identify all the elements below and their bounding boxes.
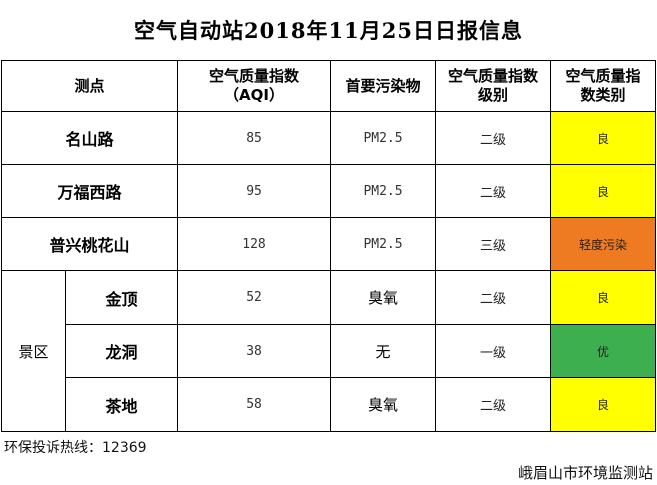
header-row: 测点 空气质量指数 （AQI） 首要污染物 空气质量指数 级别 空气质量指 数类…: [0, 60, 657, 112]
aqi-category: 轻度污染: [550, 217, 657, 271]
primary-pollutant: PM2.5: [330, 217, 437, 271]
header-pollutant: 首要污染物: [330, 60, 437, 112]
air-quality-table: 测点 空气质量指数 （AQI） 首要污染物 空气质量指数 级别 空气质量指 数类…: [0, 60, 657, 432]
site-name: 茶地: [64, 377, 179, 432]
table-row: 茶地 58 臭氧 二级 良: [2, 377, 657, 432]
table-row: 龙洞 38 无 一级 优: [2, 324, 657, 378]
aqi-grade: 一级: [435, 324, 552, 378]
aqi-value: 38: [177, 324, 332, 378]
aqi-value: 128: [177, 217, 332, 271]
aqi-category: 良: [550, 270, 657, 325]
header-category-line1: 空气质量指: [565, 67, 641, 85]
table-row: 名山路 85 PM2.5 二级 良: [0, 111, 657, 165]
header-grade: 空气质量指数 级别: [435, 60, 552, 112]
header-category: 空气质量指 数类别: [550, 60, 657, 112]
primary-pollutant: 无: [330, 324, 437, 378]
primary-pollutant: PM2.5: [330, 164, 437, 218]
primary-pollutant: PM2.5: [330, 111, 437, 165]
organization-name: 峨眉山市环境监测站: [517, 464, 653, 482]
aqi-grade: 三级: [435, 217, 552, 271]
header-aqi-line2: （AQI）: [224, 86, 284, 104]
header-aqi: 空气质量指数 （AQI）: [177, 60, 332, 112]
site-name: 万福西路: [0, 164, 179, 218]
aqi-value: 95: [177, 164, 332, 218]
header-site: 测点: [0, 60, 179, 112]
page-title: 空气自动站2018年11月25日日报信息: [134, 18, 523, 43]
site-name: 龙洞: [64, 324, 179, 378]
table-row: 景区 金顶 52 臭氧 二级 良: [1, 270, 657, 432]
aqi-category: 良: [550, 377, 657, 432]
site-name: 名山路: [0, 111, 179, 165]
aqi-category: 良: [550, 164, 657, 218]
primary-pollutant: 臭氧: [330, 270, 437, 325]
scenic-group-label: 景区: [1, 270, 66, 432]
table-row: 普兴桃花山 128 PM2.5 三级 轻度污染: [0, 217, 657, 271]
aqi-value: 85: [177, 111, 332, 165]
table-row: 万福西路 95 PM2.5 二级 良: [0, 164, 657, 218]
primary-pollutant: 臭氧: [330, 377, 437, 432]
header-category-line2: 数类别: [580, 86, 626, 104]
header-grade-line2: 级别: [478, 86, 509, 104]
aqi-grade: 二级: [435, 111, 552, 165]
header-grade-line1: 空气质量指数: [448, 67, 539, 85]
aqi-category: 优: [550, 324, 657, 378]
aqi-value: 52: [177, 270, 332, 325]
site-name: 金顶: [64, 270, 179, 325]
header-aqi-line1: 空气质量指数: [209, 67, 300, 85]
site-name: 普兴桃花山: [0, 217, 179, 271]
aqi-grade: 二级: [435, 164, 552, 218]
aqi-category: 良: [550, 111, 657, 165]
aqi-grade: 二级: [435, 270, 552, 325]
hotline-text: 环保投诉热线：12369: [4, 440, 147, 456]
aqi-grade: 二级: [435, 377, 552, 432]
aqi-value: 58: [177, 377, 332, 432]
